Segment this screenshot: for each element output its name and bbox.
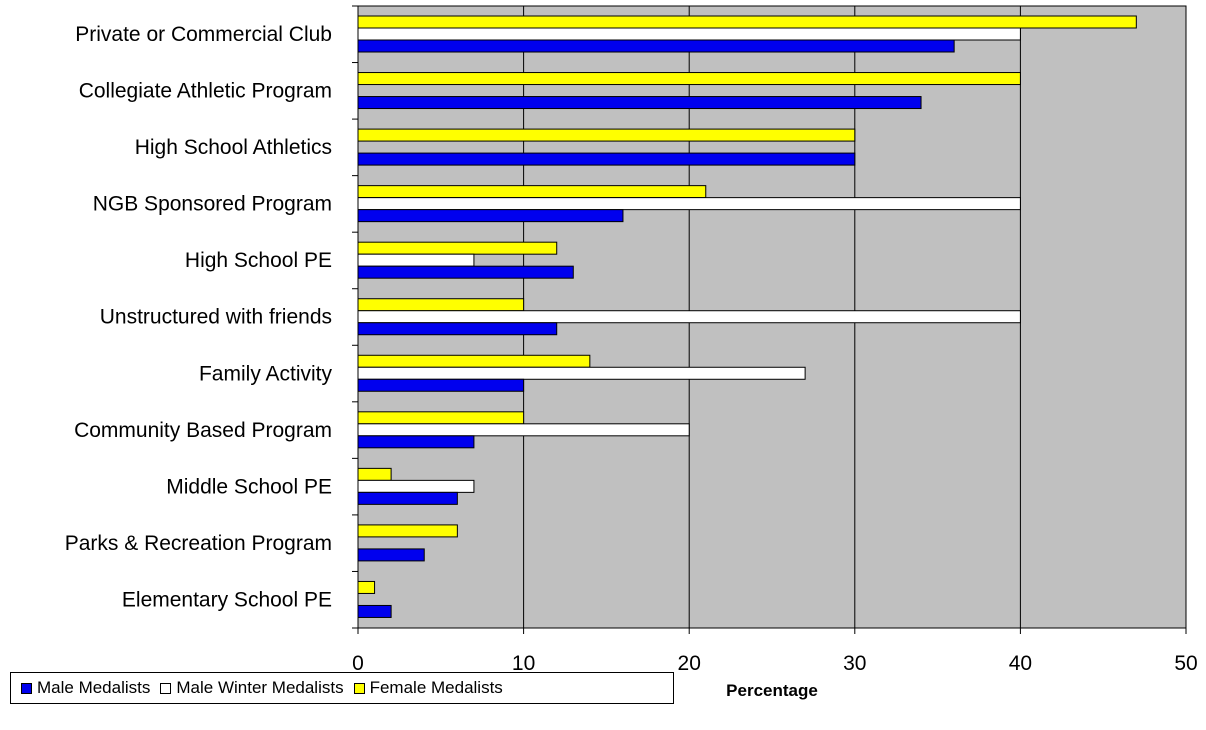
bar-male-medalists: [357, 604, 392, 618]
bar-male-winter-medalists: [357, 310, 1021, 324]
bars: [357, 15, 1137, 618]
legend-swatch: [353, 682, 365, 694]
category-label: Middle School PE: [166, 475, 332, 498]
bar-female-medalists: [357, 185, 707, 199]
x-tick-label: 20: [678, 652, 701, 675]
category-label: Parks & Recreation Program: [65, 532, 332, 555]
bar-male-winter-medalists: [357, 366, 806, 380]
bar-male-winter-medalists: [357, 253, 475, 267]
bar-male-medalists: [357, 548, 425, 562]
bar-male-medalists: [357, 378, 525, 392]
bar-male-medalists: [357, 209, 624, 223]
x-tick-label: 10: [512, 652, 535, 675]
category-label: NGB Sponsored Program: [93, 193, 332, 216]
bar-male-winter-medalists: [357, 479, 475, 493]
bar-male-medalists: [357, 152, 856, 166]
bar-female-medalists: [357, 354, 591, 368]
bar-female-medalists: [357, 580, 376, 594]
bar-female-medalists: [357, 15, 1137, 29]
x-axis-title: Percentage: [726, 681, 818, 700]
bar-female-medalists: [357, 298, 525, 312]
tick-labels: 0 10 20 30 40 50: [352, 652, 1198, 675]
bar-female-medalists: [357, 467, 392, 481]
x-tick-label: 40: [1009, 652, 1032, 675]
bar-female-medalists: [357, 524, 458, 538]
bar-female-medalists: [357, 241, 558, 255]
category-label: Family Activity: [199, 362, 333, 385]
legend-item: Female Medalists: [353, 678, 503, 698]
legend: Male Medalists Male Winter Medalists Femal…: [10, 672, 674, 704]
axes: [352, 5, 1187, 634]
bar-female-medalists: [357, 411, 525, 425]
x-tick-label: 0: [352, 652, 364, 675]
bar-male-medalists: [357, 265, 574, 279]
bar-male-medalists: [357, 322, 558, 336]
bar-male-medalists: [357, 491, 458, 505]
category-labels: Private or Commercial Club Collegiate Ath…: [65, 23, 333, 611]
bar-male-winter-medalists: [357, 27, 1021, 41]
bar-female-medalists: [357, 72, 1021, 86]
legend-swatch: [160, 682, 172, 694]
legend-label: Male Medalists: [37, 678, 151, 697]
category-label: Collegiate Athletic Program: [79, 80, 332, 103]
category-label: Unstructured with friends: [100, 306, 332, 329]
category-label: High School PE: [185, 249, 332, 272]
bar-male-medalists: [357, 435, 475, 449]
legend-item: Male Medalists: [21, 678, 150, 698]
category-label: Private or Commercial Club: [75, 23, 332, 46]
bar-male-winter-medalists: [357, 197, 1021, 211]
legend-swatch: [21, 682, 32, 694]
bar-male-medalists: [357, 39, 955, 53]
category-label: Elementary School PE: [122, 588, 332, 611]
x-tick-label: 50: [1174, 652, 1197, 675]
bar-male-medalists: [357, 96, 922, 110]
category-label: High School Athletics: [135, 136, 332, 159]
legend-item: Male Winter Medalists: [160, 678, 344, 698]
x-tick-label: 30: [843, 652, 866, 675]
bar-male-winter-medalists: [357, 423, 690, 437]
bar-female-medalists: [357, 128, 856, 142]
category-label: Community Based Program: [74, 419, 332, 442]
legend-label: Female Medalists: [369, 678, 503, 697]
legend-label: Male Winter Medalists: [176, 678, 344, 697]
